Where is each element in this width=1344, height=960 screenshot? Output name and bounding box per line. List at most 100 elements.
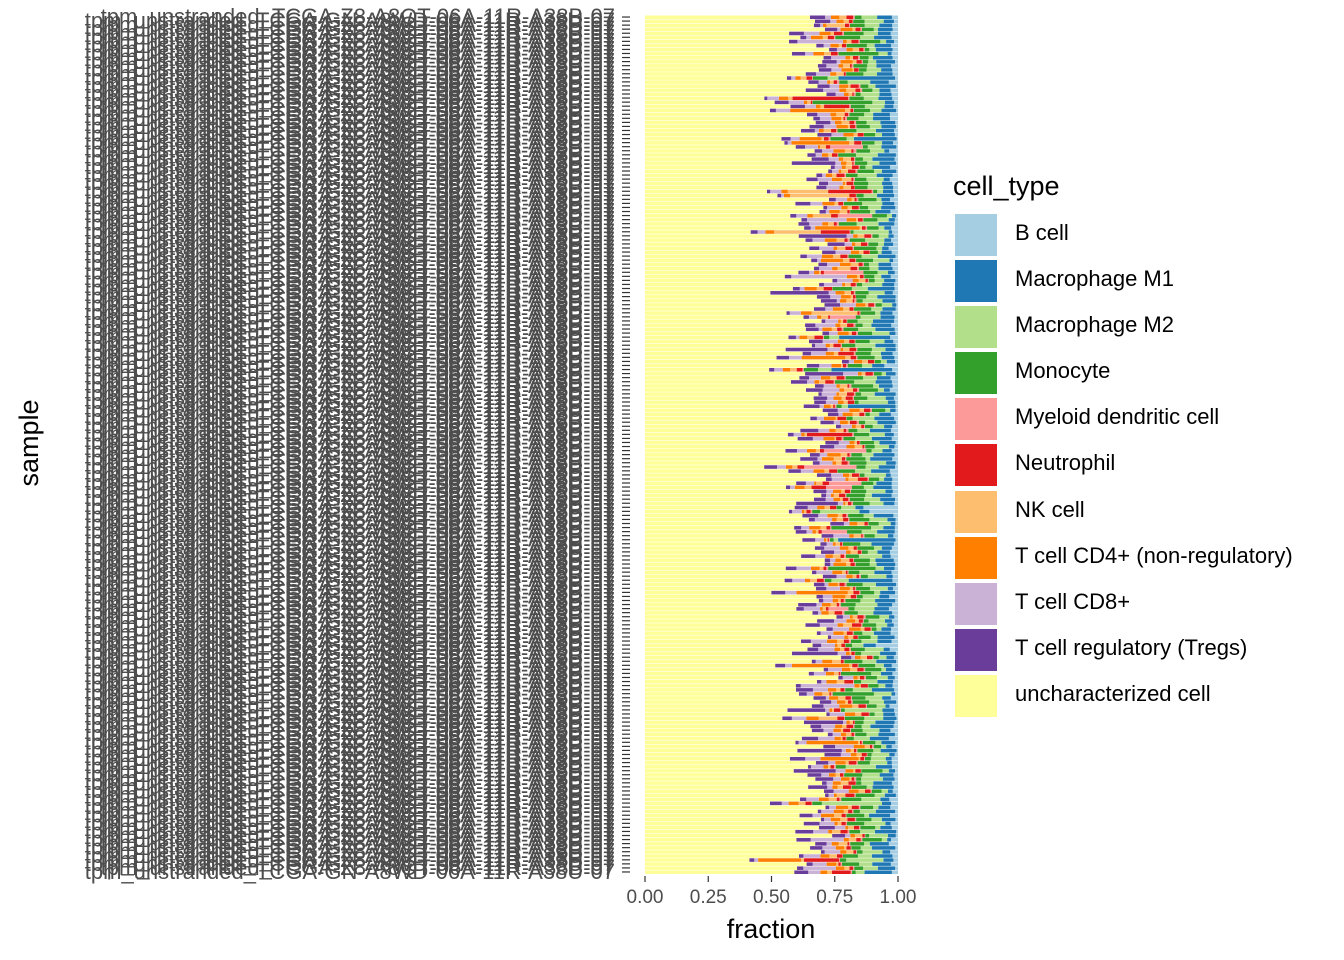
bar-segment [645, 343, 812, 348]
bar-segment [837, 278, 853, 283]
bar-segment [896, 700, 898, 704]
y-tick-label: tpm_unstranded_TCGA-GN-A8WD-06A-11R-A38U… [85, 681, 615, 706]
bar-segment [883, 526, 895, 530]
bar-segment [847, 461, 850, 465]
bar-segment [804, 465, 857, 469]
bar-segment [891, 744, 898, 749]
bar-segment [805, 801, 812, 806]
bar-segment [645, 380, 791, 384]
bar-segment [874, 445, 889, 449]
bar-segment [645, 858, 750, 862]
bar-segment [798, 222, 810, 226]
bar-segment [814, 384, 824, 388]
sample-bar [645, 744, 898, 749]
bar-segment [851, 331, 857, 336]
y-tick-label: tpm_unstranded_TCGA-Z8-A8QT-06A-11R-A38B… [101, 474, 615, 499]
bar-segment [645, 201, 796, 206]
sample-bar [645, 639, 898, 644]
bar-segment [838, 603, 841, 607]
sample-bar [645, 307, 898, 311]
bar-segment [818, 716, 838, 721]
y-tick-label: tpm_unstranded_TCGA-Z8-A8QT-06A-11R-A38B… [101, 620, 615, 645]
bar-segment [861, 752, 867, 757]
bar-segment [645, 866, 798, 870]
bar-segment [854, 157, 856, 161]
bar-segment [828, 181, 843, 186]
bar-segment [855, 603, 878, 607]
bar-segment [875, 47, 893, 52]
bar-segment [847, 169, 856, 174]
bar-segment [820, 631, 834, 635]
bar-segment [836, 615, 843, 619]
sample-bar [645, 424, 898, 429]
bar-segment [845, 457, 847, 461]
bar-segment [895, 740, 898, 745]
bar-segment [827, 688, 837, 692]
bar-segment [859, 684, 861, 688]
bar-segment [645, 47, 830, 52]
bar-segment [841, 205, 848, 210]
bar-segment [645, 64, 818, 68]
y-tick-label: tpm_unstranded_TCGA-GN-A8WD-06A-11R-A38U… [85, 543, 615, 568]
bar-segment [879, 92, 892, 97]
bar-segment [892, 27, 898, 32]
y-tick-label: tpm_unstranded_TCGA-GN-A8WD-06A-11R-A38U… [85, 608, 615, 633]
bar-segment [892, 671, 898, 676]
bar-segment [895, 254, 898, 259]
bar-segment [832, 594, 846, 599]
sample-bar [645, 145, 898, 149]
bar-segment [645, 222, 799, 226]
bar-segment [840, 688, 845, 692]
bar-segment [853, 291, 856, 295]
y-tick-label: tpm_unstranded_TCGA-GN-A8WD-06A-11R-A38U… [85, 324, 615, 349]
bar-segment [804, 432, 807, 437]
bar-segment [853, 546, 857, 550]
bar-segment [854, 68, 859, 72]
bar-segment [848, 517, 850, 522]
bar-segment [871, 347, 886, 352]
bar-segment [869, 761, 888, 765]
bar-segment [831, 56, 846, 60]
bar-segment [855, 258, 857, 263]
bar-segment [890, 821, 898, 826]
bar-segment [891, 761, 898, 765]
bar-segment [862, 850, 883, 854]
bar-segment [836, 384, 840, 388]
bar-segment [811, 704, 824, 708]
sample-bar [645, 201, 898, 206]
sample-bar [645, 189, 898, 194]
sample-bar [645, 862, 898, 866]
bar-segment [808, 339, 823, 344]
bar-segment [880, 590, 896, 595]
sample-bar [645, 222, 898, 226]
bar-segment [895, 461, 898, 465]
bar-segment [843, 64, 851, 68]
bar-segment [848, 635, 854, 639]
bar-segment [821, 315, 829, 319]
bar-segment [893, 396, 898, 400]
bar-segment [645, 700, 820, 704]
bar-segment [853, 680, 862, 684]
bar-segment [849, 23, 850, 28]
bar-segment [864, 813, 870, 818]
bar-segment [882, 449, 892, 453]
bar-segment [828, 291, 836, 295]
bar-segment [849, 615, 853, 619]
bar-segment [827, 205, 842, 210]
bar-segment [861, 141, 875, 145]
bar-segment [787, 708, 826, 712]
bar-segment [857, 521, 865, 526]
bar-segment [826, 542, 833, 546]
bar-segment [881, 355, 895, 360]
bar-segment [807, 380, 815, 384]
bar-segment [844, 112, 849, 117]
bar-segment [822, 153, 828, 157]
bar-segment [857, 611, 874, 615]
bar-segment [871, 854, 893, 858]
bar-segment [860, 242, 868, 246]
bar-segment [836, 688, 841, 692]
bar-segment [645, 303, 825, 307]
bar-segment [835, 866, 845, 870]
bar-segment [645, 31, 790, 36]
y-tick-label: tpm_unstranded_TCGA-Z8-A8QT-06A-11R-A38B… [101, 61, 615, 86]
